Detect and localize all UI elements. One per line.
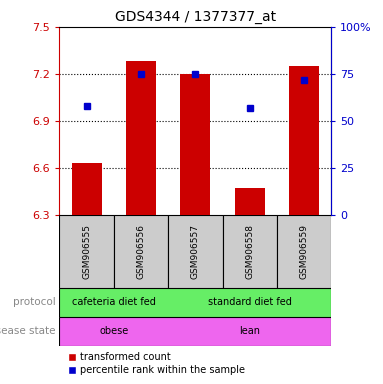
Text: cafeteria diet fed: cafeteria diet fed [72,297,155,308]
Text: disease state: disease state [0,326,56,336]
Bar [72,163,101,215]
Bar [277,215,331,288]
Bar [223,215,277,288]
Bar [59,288,168,317]
Bar [289,66,319,215]
Bar [59,317,168,346]
Text: lean: lean [239,326,260,336]
Text: standard diet fed: standard diet fed [208,297,291,308]
Bar [168,317,331,346]
Legend: transformed count, percentile rank within the sample: transformed count, percentile rank withi… [64,348,249,379]
Text: obese: obese [99,326,128,336]
Bar [168,288,331,317]
Text: GSM906556: GSM906556 [136,224,146,279]
Text: protocol: protocol [13,297,56,308]
Title: GDS4344 / 1377377_at: GDS4344 / 1377377_at [115,10,276,25]
Text: GSM906558: GSM906558 [245,224,254,279]
Text: GSM906557: GSM906557 [191,224,200,279]
Bar [168,215,223,288]
Bar [59,215,114,288]
Text: GSM906555: GSM906555 [82,224,91,279]
Bar [114,215,168,288]
Text: GSM906559: GSM906559 [300,224,309,279]
Bar [126,61,156,215]
Bar [180,74,210,215]
Bar [235,189,265,215]
